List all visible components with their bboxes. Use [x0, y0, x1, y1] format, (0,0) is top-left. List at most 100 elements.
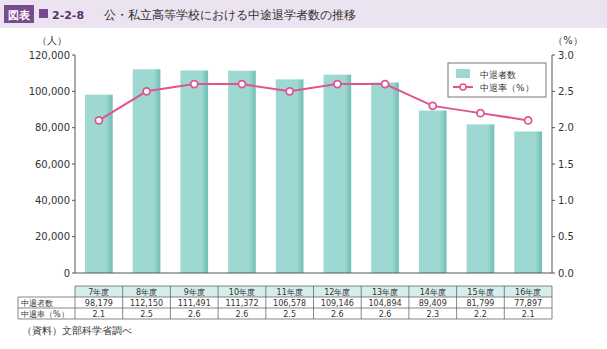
- y-tick-label: 100,000: [29, 86, 70, 97]
- figure-label-box: [4, 5, 34, 23]
- table-value: 111,372: [225, 299, 258, 308]
- x-tick-label: 9年度: [184, 288, 205, 297]
- figure-label: 図表: [8, 9, 31, 22]
- bar: [133, 69, 161, 273]
- table-value: 111,491: [178, 299, 211, 308]
- y2-tick-label: 3.0: [558, 50, 574, 61]
- table-rule: [218, 286, 219, 319]
- x-tick-label: 16年度: [515, 288, 541, 297]
- y2-tick-label: 2.5: [558, 86, 574, 97]
- y-tick-label: 20,000: [35, 231, 70, 242]
- line-marker: [95, 117, 102, 124]
- y-tick-label: 40,000: [35, 195, 70, 206]
- x-tick-label: 14年度: [420, 288, 446, 297]
- y2-axis-label: （%）: [553, 35, 583, 46]
- table-rule: [18, 319, 552, 320]
- table-rule: [313, 286, 314, 319]
- table-row-label: 中退率（%）: [21, 310, 69, 319]
- table-value: 2.5: [283, 310, 296, 319]
- x-tick-label: 11年度: [277, 288, 303, 297]
- chart: 図表 2-2-8 公・私立高等学校における中途退学者数の推移 （人） （%） 0 20,00…: [0, 0, 607, 349]
- bar: [371, 82, 399, 273]
- legend-label: 中退者数: [480, 70, 516, 80]
- table-rule: [265, 286, 266, 319]
- line-marker: [334, 81, 341, 88]
- table-value: 2.6: [331, 310, 344, 319]
- x-tick-label: 13年度: [372, 288, 398, 297]
- table-rule: [361, 286, 362, 319]
- table-rule: [170, 286, 171, 319]
- line-marker: [525, 117, 532, 124]
- table-value: 2.6: [188, 310, 201, 319]
- title: 公・私立高等学校における中途退学者数の推移: [104, 8, 356, 22]
- data-table: 7年度 8年度 9年度 10年度 11年度 12年度 13年度 14年度 15年度 16年度中退者…: [18, 286, 552, 319]
- x-tick-label: 15年度: [467, 288, 493, 297]
- table-rule: [408, 286, 409, 319]
- line-marker: [143, 88, 150, 95]
- table-rule: [122, 286, 123, 319]
- table-value: 2.1: [92, 310, 105, 319]
- legend-swatch: [460, 84, 466, 90]
- line-marker: [191, 81, 198, 88]
- y-axis-label: （人）: [37, 35, 67, 46]
- bar: [324, 75, 352, 273]
- y2-axis: [552, 55, 553, 273]
- table-value: 109,146: [321, 299, 354, 308]
- table-value: 98,179: [85, 299, 113, 308]
- line-marker: [238, 81, 245, 88]
- y-tick-label: 120,000: [29, 50, 70, 61]
- y-tick-label: 60,000: [35, 159, 70, 170]
- table-value: 2.2: [474, 310, 487, 319]
- table-value: 81,799: [466, 299, 494, 308]
- table-value: 2.5: [140, 310, 153, 319]
- x-tick-label: 10年度: [229, 288, 255, 297]
- line-marker: [286, 88, 293, 95]
- figure-square: [39, 9, 48, 18]
- table-value: 2.3: [426, 310, 439, 319]
- x-axis: [75, 273, 552, 274]
- x-tick-label: 7年度: [88, 288, 109, 297]
- source: （資料）文部科学省調べ: [22, 325, 132, 336]
- table-value: 2.6: [379, 310, 392, 319]
- legend-box: [448, 63, 546, 97]
- header-band: [0, 0, 607, 28]
- table-rule: [456, 286, 457, 319]
- x-tick-label: 8年度: [136, 288, 157, 297]
- table-value: 89,409: [419, 299, 447, 308]
- table-rule: [18, 297, 19, 319]
- table-value: 77,897: [514, 299, 542, 308]
- line-marker: [429, 102, 436, 109]
- y2-tick-label: 1.0: [558, 195, 574, 206]
- table-row-label: 中退者数: [21, 299, 53, 308]
- table-rule: [504, 286, 505, 319]
- figure-number: 2-2-8: [52, 9, 84, 22]
- line: [99, 84, 528, 120]
- plot-marks: [85, 69, 542, 273]
- table-value: 106,578: [273, 299, 306, 308]
- table-rule: [18, 297, 552, 298]
- line-marker: [477, 110, 484, 117]
- table-value: 104,894: [369, 299, 402, 308]
- table-value: 2.1: [522, 310, 535, 319]
- bar: [180, 70, 208, 273]
- line-marker: [382, 81, 389, 88]
- table-rule: [18, 308, 552, 309]
- bar: [228, 71, 256, 273]
- legend-label: 中退率（%）: [480, 83, 534, 93]
- y2-tick-label: 0.5: [558, 231, 574, 242]
- y-tick-label: 0: [64, 268, 70, 279]
- bar: [85, 95, 113, 273]
- legend-swatch: [456, 69, 470, 78]
- bar: [276, 79, 304, 273]
- y-tick-label: 80,000: [35, 122, 70, 133]
- y2-tick-label: 1.5: [558, 159, 574, 170]
- table-value: 2.6: [236, 310, 249, 319]
- bar: [419, 111, 447, 273]
- y2-tick-label: 0.0: [558, 268, 574, 279]
- bar: [467, 124, 495, 273]
- x-tick-label: 12年度: [324, 288, 350, 297]
- bar: [514, 131, 542, 273]
- table-rule: [75, 286, 76, 319]
- y-axis: [75, 55, 76, 273]
- table-value: 112,150: [130, 299, 163, 308]
